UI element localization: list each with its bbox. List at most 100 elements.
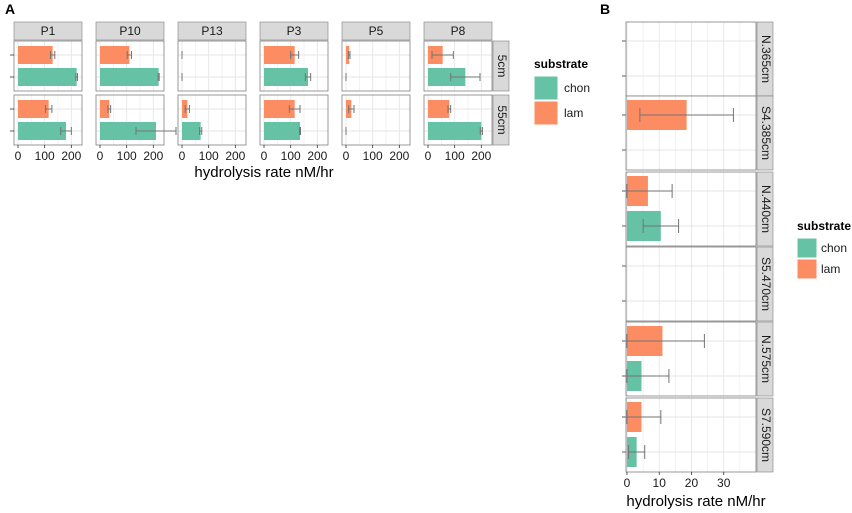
x-tick-label: 0 [15, 149, 22, 163]
legend-title: substrate [534, 57, 588, 71]
x-tick-label: 0 [179, 149, 186, 163]
facet-row-label: 5cm [495, 55, 509, 78]
x-tick-label: 30 [717, 476, 731, 490]
legend-label: chon [564, 81, 590, 95]
x-tick-label: 200 [225, 149, 245, 163]
facet-row-label: N.440cm [759, 185, 773, 233]
bar-chon-P10-55cm [100, 122, 156, 140]
x-axis-title: hydrolysis rate nM/hr [194, 164, 333, 181]
legend-label: chon [821, 241, 847, 255]
facet-border [95, 94, 165, 146]
facet-row-strip-S7.590cm [756, 397, 774, 473]
facet-border [625, 171, 757, 247]
facet-row-label: S7.590cm [759, 408, 773, 462]
legend-swatch-lam [796, 258, 818, 280]
facet-panel-P5-5cm [342, 41, 410, 91]
bar-chon-P3-55cm [264, 122, 300, 140]
x-tick-label: 100 [117, 149, 137, 163]
panel-b: B N.365cm S4.385cm N.440cm S5.470cm N.575cm S7… [600, 1, 851, 510]
bar-chon-P3-5cm [264, 68, 308, 86]
facet-row-label: N.575cm [759, 335, 773, 383]
panel-b-label: B [600, 1, 610, 17]
bar-chon-P1-5cm [18, 68, 77, 86]
facet-row-label: S4.385cm [759, 106, 773, 160]
facet-border [625, 397, 757, 473]
legend-label: lam [821, 262, 840, 276]
facet-strip-P13 [177, 21, 247, 41]
x-tick-label: 10 [653, 476, 667, 490]
facet-row-strip-S5.470cm [756, 246, 774, 322]
facet-row-strip-N.575cm [756, 321, 774, 397]
x-tick-label: 200 [307, 149, 327, 163]
facet-border [259, 40, 329, 92]
facet-row-label: 55cm [495, 105, 509, 134]
facet-strip-P5 [341, 21, 411, 41]
legend-label: lam [564, 106, 583, 120]
x-tick-label: 200 [471, 149, 491, 163]
bar-lam-P8-55cm [428, 100, 450, 118]
bar-lam-P3-5cm [264, 46, 295, 64]
x-tick-label: 200 [143, 149, 163, 163]
facet-row-label: N.365cm [759, 35, 773, 83]
legend-swatch-chon [796, 237, 818, 259]
x-tick-label: 100 [35, 149, 55, 163]
facet-border [95, 40, 165, 92]
facet-strip-P8 [423, 21, 493, 41]
facet-border [13, 40, 83, 92]
facet-border [423, 40, 493, 92]
facet-border [177, 40, 247, 92]
facet-strip-label: P1 [41, 24, 56, 38]
legend-swatch-chon [533, 75, 559, 101]
x-tick-label: 100 [199, 149, 219, 163]
bar-chon-P10-5cm [100, 68, 159, 86]
facet-panel-P13-5cm [178, 41, 246, 91]
bar-chon-P13-55cm [182, 122, 201, 140]
x-tick-label: 0 [624, 476, 631, 490]
facet-border [423, 94, 493, 146]
x-axis-title: hydrolysis rate nM/hr [626, 493, 765, 510]
bar-lam-P13-55cm [182, 100, 188, 118]
facet-border [13, 94, 83, 146]
facet-border [177, 94, 247, 146]
bar-lam-P10-5cm [100, 46, 130, 64]
facet-strip-P1 [13, 21, 83, 41]
legend-title: substrate [797, 219, 851, 233]
facet-panel-N.365cm [626, 22, 756, 96]
bar-chon-P1-55cm [18, 122, 66, 140]
facet-panel-S5.470cm [626, 247, 756, 321]
facet-row-strip-5cm [492, 40, 510, 92]
x-tick-label: 100 [281, 149, 301, 163]
facet-row-strip-55cm [492, 94, 510, 146]
facet-panel-S7.590cm [626, 398, 756, 472]
x-tick-label: 0 [343, 149, 350, 163]
bar-lam-P1-55cm [18, 100, 49, 118]
x-tick-label: 20 [685, 476, 699, 490]
facet-panel-P5-55cm [342, 95, 410, 145]
facet-strip-P10 [95, 21, 165, 41]
facet-strip-P3 [259, 21, 329, 41]
facet-row-strip-S4.385cm [756, 95, 774, 171]
x-tick-label: 100 [445, 149, 465, 163]
bar-chon-P8-5cm [428, 68, 466, 86]
facet-row-label: S5.470cm [759, 257, 773, 311]
facet-strip-label: P13 [201, 24, 223, 38]
facet-strip-label: P8 [451, 24, 466, 38]
panel-a-label: A [5, 1, 15, 17]
bar-lam-P5-5cm [346, 46, 350, 64]
facet-strip-label: P10 [119, 24, 141, 38]
facet-border [625, 95, 757, 171]
facet-border [341, 94, 411, 146]
x-tick-label: 200 [389, 149, 409, 163]
x-tick-label: 200 [61, 149, 81, 163]
facet-border [341, 40, 411, 92]
x-tick-label: 0 [425, 149, 432, 163]
facet-strip-label: P3 [287, 24, 302, 38]
bar-lam-P3-55cm [264, 100, 295, 118]
facet-strip-label: P5 [369, 24, 384, 38]
bar-lam-P1-5cm [18, 46, 53, 64]
x-tick-label: 0 [97, 149, 104, 163]
x-tick-label: 100 [363, 149, 383, 163]
x-tick-label: 0 [261, 149, 268, 163]
